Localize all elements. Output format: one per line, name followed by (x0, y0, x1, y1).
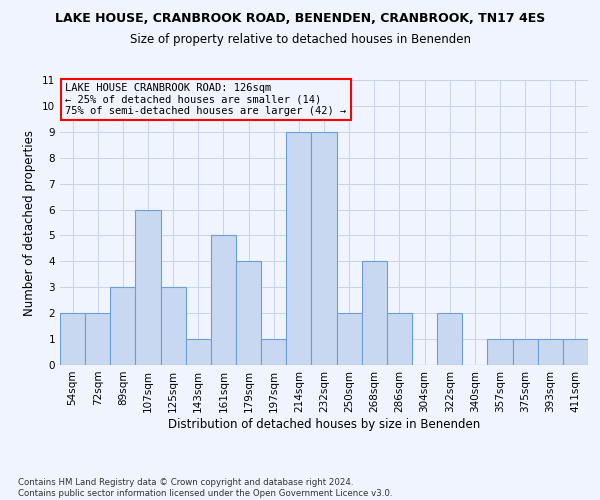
Text: LAKE HOUSE CRANBROOK ROAD: 126sqm
← 25% of detached houses are smaller (14)
75% : LAKE HOUSE CRANBROOK ROAD: 126sqm ← 25% … (65, 83, 347, 116)
Bar (512, 339, 538, 365)
Bar (186, 339, 211, 365)
Bar (311, 132, 337, 365)
Bar (136, 210, 161, 365)
Bar (261, 339, 286, 365)
Bar (437, 313, 462, 365)
Text: Contains HM Land Registry data © Crown copyright and database right 2024.
Contai: Contains HM Land Registry data © Crown c… (18, 478, 392, 498)
Bar (563, 339, 588, 365)
Bar (161, 288, 186, 365)
Bar (538, 339, 563, 365)
Bar (85, 313, 110, 365)
Bar (362, 262, 387, 365)
Bar (337, 313, 362, 365)
Text: Size of property relative to detached houses in Benenden: Size of property relative to detached ho… (130, 32, 470, 46)
Y-axis label: Number of detached properties: Number of detached properties (23, 130, 37, 316)
Bar (110, 288, 136, 365)
Bar (211, 236, 236, 365)
X-axis label: Distribution of detached houses by size in Benenden: Distribution of detached houses by size … (168, 418, 480, 430)
Bar (286, 132, 311, 365)
Bar (487, 339, 512, 365)
Bar (387, 313, 412, 365)
Text: LAKE HOUSE, CRANBROOK ROAD, BENENDEN, CRANBROOK, TN17 4ES: LAKE HOUSE, CRANBROOK ROAD, BENENDEN, CR… (55, 12, 545, 26)
Bar (236, 262, 261, 365)
Bar (60, 313, 85, 365)
